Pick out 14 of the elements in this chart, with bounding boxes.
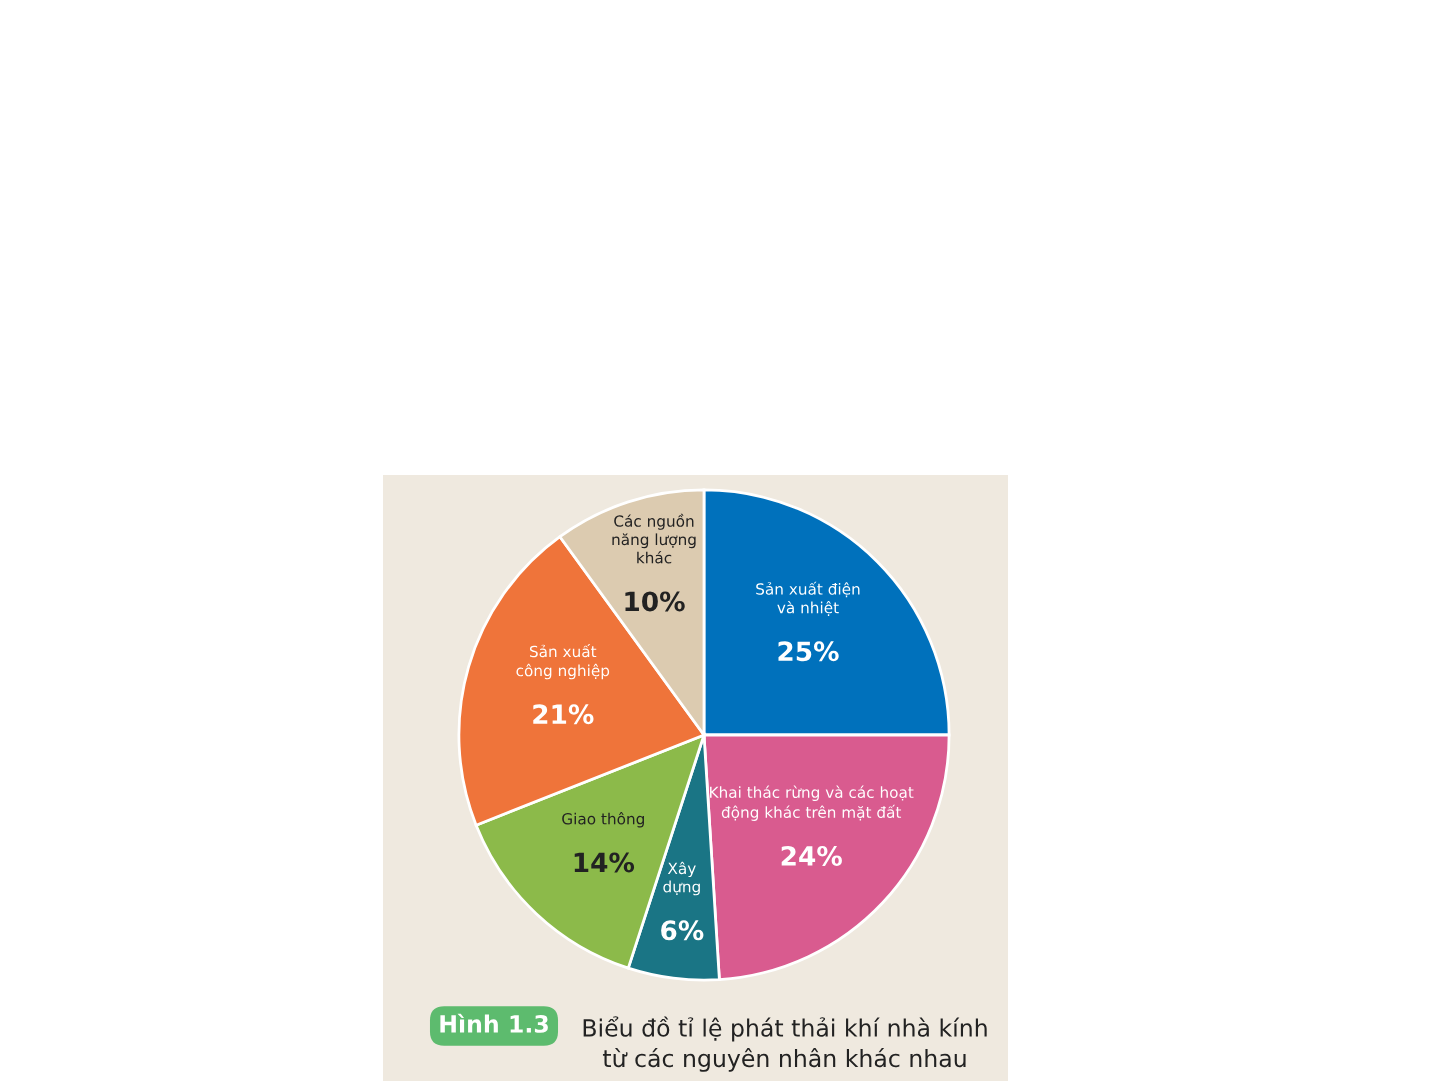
- slice-label: Các nguồn năng lượng khác: [612, 513, 696, 564]
- text: Hình 1.3: [440, 1013, 548, 1033]
- data-label: 21%: [533, 704, 594, 725]
- data-label: 25%: [778, 641, 839, 662]
- slice-label: Khai thác rừng và các hoạt động khác trên mặt đất: [710, 785, 914, 821]
- text: Biểu đồ tỉ lệ phát thải khí nhà kính từ các nguyên nhân khác nhau: [583, 1016, 987, 1072]
- data-label: 10%: [625, 591, 685, 612]
- data-label: 6%: [661, 920, 704, 941]
- data-label: 14%: [574, 852, 635, 873]
- slice-label: Sản xuất công nghiệp: [516, 644, 610, 680]
- slice-label: Giao thông: [562, 812, 644, 828]
- slice-label: Xây dựng: [663, 861, 700, 896]
- data-label: 24%: [781, 845, 842, 866]
- slice-label: Sản xuất điện và nhiệt: [756, 581, 860, 616]
